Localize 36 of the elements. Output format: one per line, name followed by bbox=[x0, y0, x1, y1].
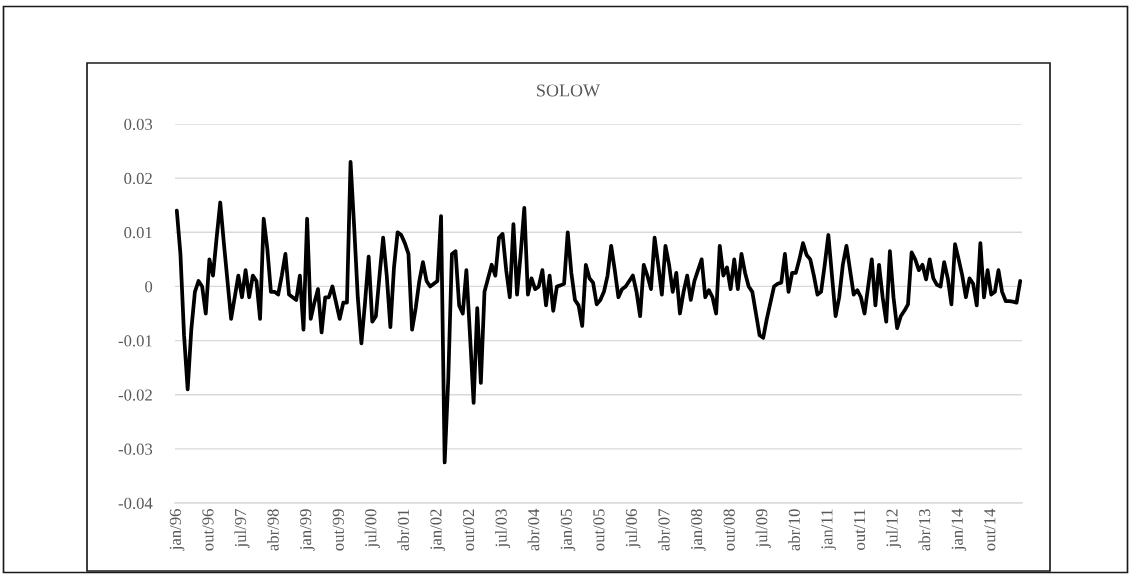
x-tick-label: jan/99 bbox=[300, 509, 315, 551]
x-tick-label: jan/05 bbox=[560, 509, 576, 551]
x-tick-label: abr/01 bbox=[397, 509, 410, 551]
x-tick-label: jul/06 bbox=[625, 509, 641, 548]
x-tick-label: abr/13 bbox=[918, 509, 931, 551]
y-tick-label: 0.02 bbox=[124, 172, 152, 185]
y-tick-label: -0.01 bbox=[118, 335, 152, 347]
x-tick-label: jul/00 bbox=[364, 509, 380, 548]
x-tick-label: abr/10 bbox=[788, 509, 800, 551]
y-tick-label: 0.03 bbox=[124, 118, 153, 131]
line-series bbox=[175, 160, 1022, 465]
x-tick-label: abr/98 bbox=[266, 509, 279, 551]
y-tick-label: -0.04 bbox=[118, 497, 153, 510]
x-tick-label: jul/12 bbox=[885, 509, 902, 548]
y-tick-label: -0.03 bbox=[118, 443, 153, 455]
x-tick-label: out/96 bbox=[202, 509, 214, 551]
y-tick-label: -0.02 bbox=[118, 389, 152, 401]
x-tick-label: jul/03 bbox=[495, 509, 511, 548]
x-tick-label: jul/97 bbox=[234, 509, 250, 548]
x-tick-label: out/99 bbox=[332, 509, 344, 551]
x-tick-label: jan/96 bbox=[169, 509, 185, 551]
x-tick-label: abr/07 bbox=[657, 509, 670, 551]
x-tick-label: abr/04 bbox=[527, 508, 540, 551]
x-tick-label: jan/14 bbox=[951, 508, 967, 551]
x-tick-label: jul/09 bbox=[755, 509, 771, 548]
y-tick-label: 0.01 bbox=[124, 226, 152, 239]
x-tick-label: out/02 bbox=[462, 509, 475, 551]
chart-title: SOLOW bbox=[537, 84, 601, 97]
x-tick-label: jan/02 bbox=[430, 509, 445, 551]
x-tick-label: out/05 bbox=[593, 509, 605, 551]
y-tick-label: 0 bbox=[145, 281, 153, 293]
x-tick-label: out/08 bbox=[723, 509, 735, 551]
x-tick-label: out/11 bbox=[853, 509, 866, 550]
x-tick-label: jan/08 bbox=[690, 509, 706, 551]
x-tick-label: jan/11 bbox=[821, 509, 836, 551]
x-tick-label: out/14 bbox=[984, 508, 996, 551]
